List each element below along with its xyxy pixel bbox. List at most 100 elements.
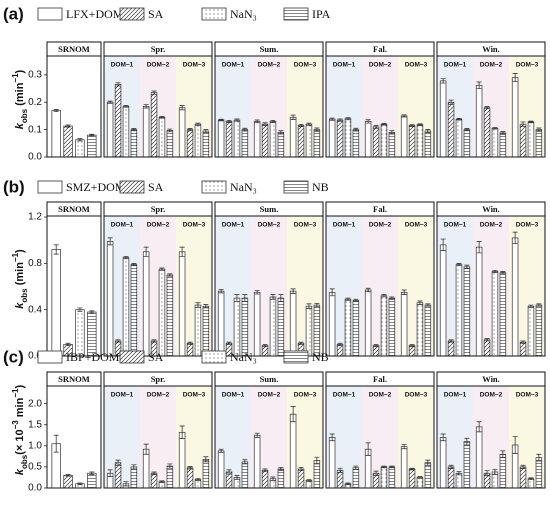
- error-bar: [290, 288, 296, 294]
- error-bar: [373, 125, 379, 129]
- group-label: Fal.: [373, 374, 387, 384]
- error-bar: [115, 82, 121, 87]
- legend-label: NB: [312, 350, 329, 364]
- error-bar: [353, 298, 359, 302]
- error-bar: [409, 124, 415, 127]
- bar: [178, 431, 186, 489]
- bar: [225, 121, 233, 158]
- error-bar: [278, 294, 284, 302]
- bar: [166, 465, 174, 489]
- bar: [439, 437, 447, 489]
- error-bar: [528, 477, 534, 480]
- error-bar: [179, 105, 185, 111]
- bar: [336, 469, 344, 489]
- error-bar: [464, 264, 470, 269]
- bar: [364, 121, 372, 158]
- error-bar: [254, 290, 260, 295]
- error-bar: [143, 246, 149, 257]
- bar: [372, 126, 380, 158]
- y-tick-label: 0.3: [28, 69, 42, 80]
- category-label: DOM−1: [333, 62, 356, 69]
- y-axis-label-part: (min: [14, 82, 26, 109]
- error-bar: [218, 289, 224, 294]
- bar: [158, 268, 166, 357]
- bar: [253, 291, 261, 357]
- error-bar: [365, 119, 371, 124]
- error-bar: [226, 119, 232, 123]
- y-tick-label: 1.0: [28, 440, 42, 451]
- error-bar: [456, 118, 462, 121]
- bar: [424, 130, 432, 158]
- error-bar: [306, 303, 312, 309]
- bar: [483, 339, 491, 357]
- error-bar: [314, 456, 320, 465]
- legend-label: NaN₃: [230, 7, 257, 21]
- bar: [51, 110, 61, 158]
- error-bar: [53, 434, 59, 453]
- legend-swatch: [201, 180, 227, 194]
- error-bar: [484, 470, 490, 477]
- y-axis-label: kobs (min−1): [11, 249, 29, 309]
- bar: [535, 304, 543, 357]
- category-label: DOM−1: [111, 62, 134, 69]
- bar: [313, 129, 321, 158]
- error-bar: [234, 474, 240, 480]
- y-axis-label-part: k: [14, 122, 26, 129]
- bar: [233, 119, 241, 158]
- bar: [261, 123, 269, 158]
- bar: [328, 437, 336, 489]
- bar: [499, 132, 507, 158]
- legend-swatch: [119, 350, 145, 364]
- error-bar: [329, 288, 335, 297]
- error-bar: [536, 127, 542, 132]
- legend-swatch: [37, 7, 63, 21]
- bar: [344, 118, 352, 158]
- error-bar: [151, 90, 157, 95]
- bar: [328, 291, 336, 357]
- error-bar: [417, 476, 423, 479]
- error-bar: [536, 453, 542, 462]
- bar: [535, 457, 543, 489]
- error-bar: [254, 119, 260, 124]
- y-tick-label: 0.2: [28, 97, 42, 108]
- y-tick-label: 0.0: [28, 483, 42, 494]
- bar: [483, 107, 491, 158]
- bar: [130, 264, 138, 357]
- category-label: DOM−2: [147, 392, 170, 399]
- error-bar: [262, 468, 268, 472]
- bar: [511, 237, 519, 357]
- error-bar: [298, 124, 304, 127]
- error-bar: [440, 433, 446, 442]
- category-label: DOM−1: [222, 392, 245, 399]
- error-bar: [123, 256, 129, 260]
- error-bar: [187, 466, 193, 470]
- category-label: DOM−2: [480, 62, 503, 69]
- error-bar: [381, 465, 387, 469]
- y-axis-label: kobs (min−1): [11, 69, 29, 129]
- category-label: DOM−2: [258, 222, 281, 229]
- group-header: [436, 41, 546, 57]
- legend-label: SA: [148, 350, 164, 364]
- error-bar: [528, 304, 534, 308]
- bar: [416, 302, 424, 357]
- legend-label: IBP+DOM: [66, 350, 120, 364]
- error-bar: [492, 127, 498, 130]
- group-header: [436, 201, 546, 217]
- bar: [305, 305, 313, 357]
- bar: [217, 119, 225, 158]
- bar: [439, 244, 447, 357]
- bar: [305, 123, 313, 158]
- error-bar: [203, 304, 209, 309]
- error-bar: [131, 464, 137, 470]
- error-bar: [500, 450, 506, 458]
- error-bar: [89, 310, 95, 314]
- error-bar: [77, 307, 83, 312]
- category-label: DOM−3: [516, 222, 539, 229]
- panel-label: (b): [3, 177, 25, 196]
- legend-swatch: [283, 7, 309, 21]
- bar: [455, 118, 463, 158]
- y-axis-label-part: ): [14, 385, 26, 389]
- bar: [336, 344, 344, 357]
- category-label: DOM−3: [183, 392, 206, 399]
- category-label: DOM−3: [183, 222, 206, 229]
